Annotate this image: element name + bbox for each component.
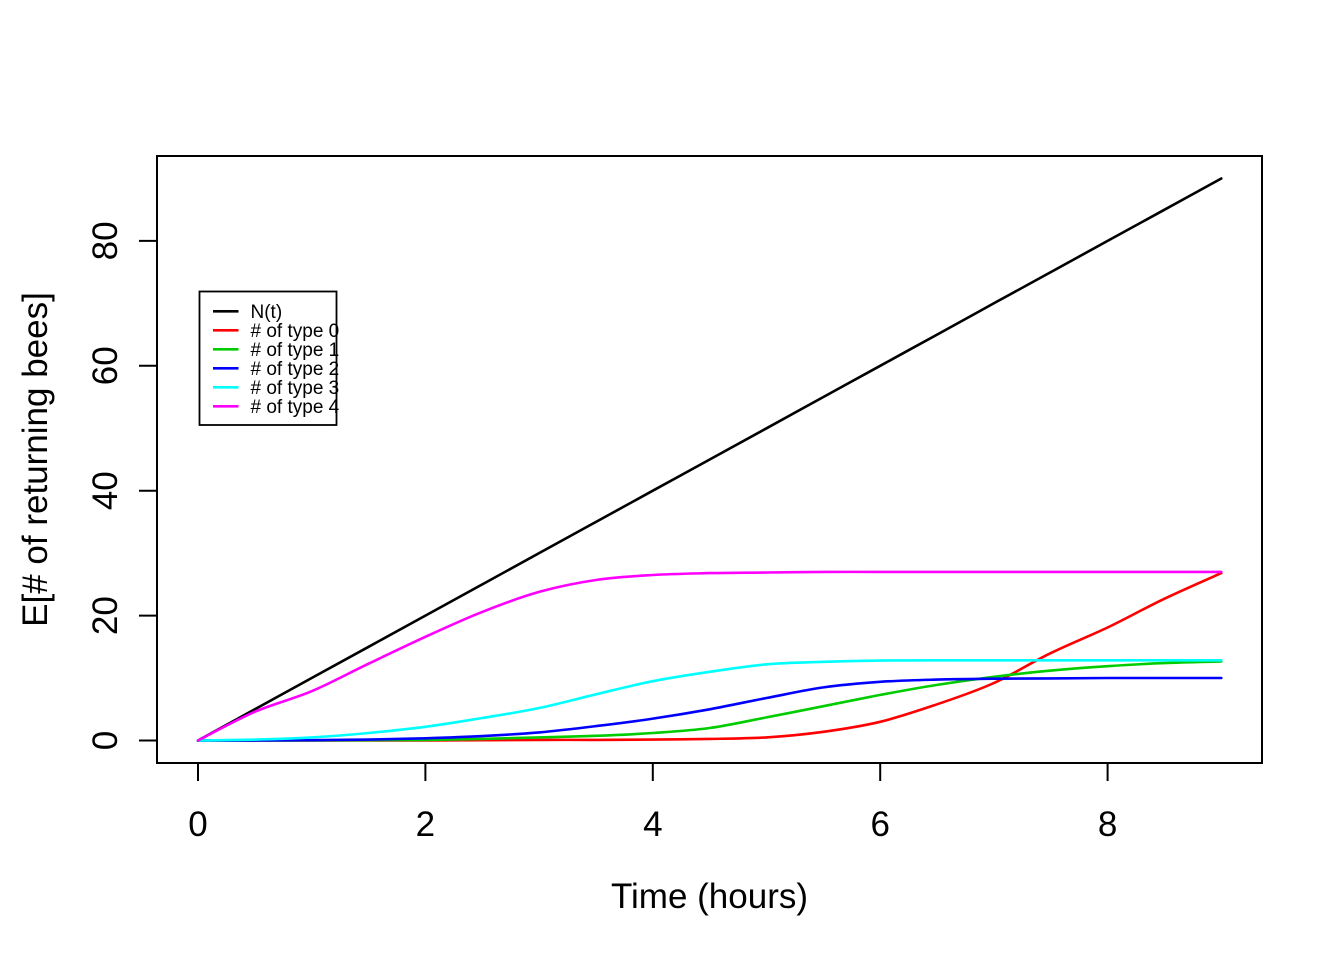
y-tick-label: 0 <box>86 731 125 750</box>
x-tick-label: 4 <box>643 805 662 844</box>
legend-label: # of type 4 <box>251 397 340 418</box>
series-line-of-type-3 <box>196 658 1223 742</box>
x-tick-label: 2 <box>416 805 435 844</box>
y-tick-label: 60 <box>86 346 125 385</box>
x-tick-label: 6 <box>870 805 889 844</box>
legend-label: # of type 2 <box>251 359 340 380</box>
series-line-of-type-2 <box>196 676 1223 742</box>
series-line-n-t <box>196 177 1223 742</box>
plot-area-border <box>156 155 1263 764</box>
y-tick-label: 80 <box>86 221 125 260</box>
x-tick-label: 8 <box>1098 805 1117 844</box>
legend-label: N(t) <box>251 302 283 323</box>
series-line-of-type-4 <box>196 570 1223 742</box>
legend: N(t)# of type 0# of type 1# of type 2# o… <box>198 290 340 426</box>
legend-label: # of type 0 <box>251 321 340 342</box>
x-axis-title: Time (hours) <box>611 877 808 916</box>
legend-label: # of type 1 <box>251 340 340 361</box>
legend-box <box>198 290 338 426</box>
x-tick-label: 0 <box>188 805 207 844</box>
legend-label: # of type 3 <box>251 378 340 399</box>
y-axis-title: E[# of returning bees] <box>16 292 55 627</box>
y-tick-label: 20 <box>86 596 125 635</box>
y-tick-label: 40 <box>86 471 125 510</box>
